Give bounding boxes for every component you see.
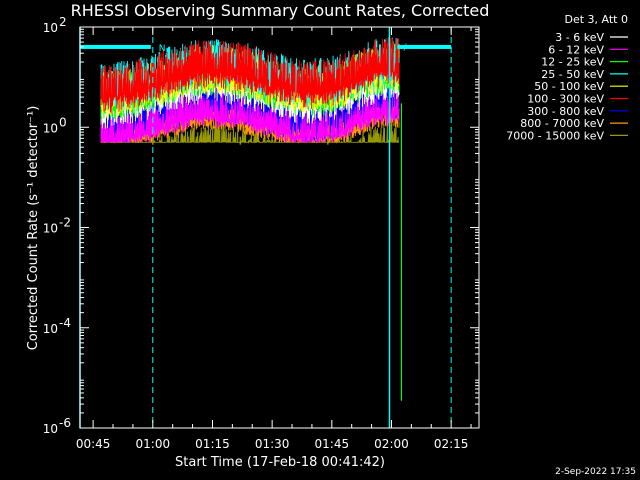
y-tick-exponent: 0 [59, 115, 67, 129]
saa-label: / [403, 43, 407, 53]
data-layer [100, 37, 400, 145]
legend-label: 12 - 25 keV [541, 56, 604, 69]
x-tick-label: 02:15 [434, 437, 469, 451]
legend-label: 3 - 6 keV [555, 31, 604, 44]
night-label: N [159, 44, 166, 54]
y-tick-label: 10 [43, 322, 58, 336]
y-tick-exponent: -4 [59, 316, 71, 330]
legend-label: 50 - 100 keV [534, 80, 604, 93]
night-bar [80, 44, 151, 49]
x-tick-label: 02:00 [374, 437, 409, 451]
legend-label: 6 - 12 keV [548, 43, 604, 56]
x-tick-label: 01:30 [255, 437, 290, 451]
y-tick-label: 10 [43, 222, 58, 236]
x-tick-label: 00:45 [76, 437, 111, 451]
legend-label: 100 - 300 keV [527, 93, 604, 106]
y-tick-label: 10 [43, 422, 58, 436]
y-axis-label: Corrected Count Rate (s⁻¹ detector⁻¹) [26, 106, 41, 351]
date-stamp: 2-Sep-2022 17:35 [555, 467, 636, 477]
y-tick-label: 10 [43, 121, 58, 135]
x-axis-label: Start Time (17-Feb-18 00:41:42) [175, 455, 385, 470]
x-tick-label: 01:15 [195, 437, 230, 451]
legend-label: 800 - 7000 keV [520, 117, 604, 130]
y-tick-exponent: -2 [59, 216, 71, 230]
y-tick-label: 10 [43, 21, 58, 35]
legend-title: Det 3, Att 0 [565, 13, 629, 26]
x-tick-label: 01:45 [315, 437, 350, 451]
legend-label: 25 - 50 keV [541, 68, 604, 81]
y-tick-exponent: -6 [59, 416, 71, 430]
y-tick-exponent: 2 [59, 15, 67, 29]
legend-label: 7000 - 15000 keV [506, 129, 604, 142]
day-bar [397, 44, 452, 49]
x-tick-label: 01:00 [136, 437, 171, 451]
chart-title: RHESSI Observing Summary Count Rates, Co… [71, 1, 490, 20]
series-line-100-300kev [100, 37, 400, 114]
series-line-7000-15000kev [101, 121, 399, 144]
legend-label: 300 - 800 keV [527, 105, 604, 118]
